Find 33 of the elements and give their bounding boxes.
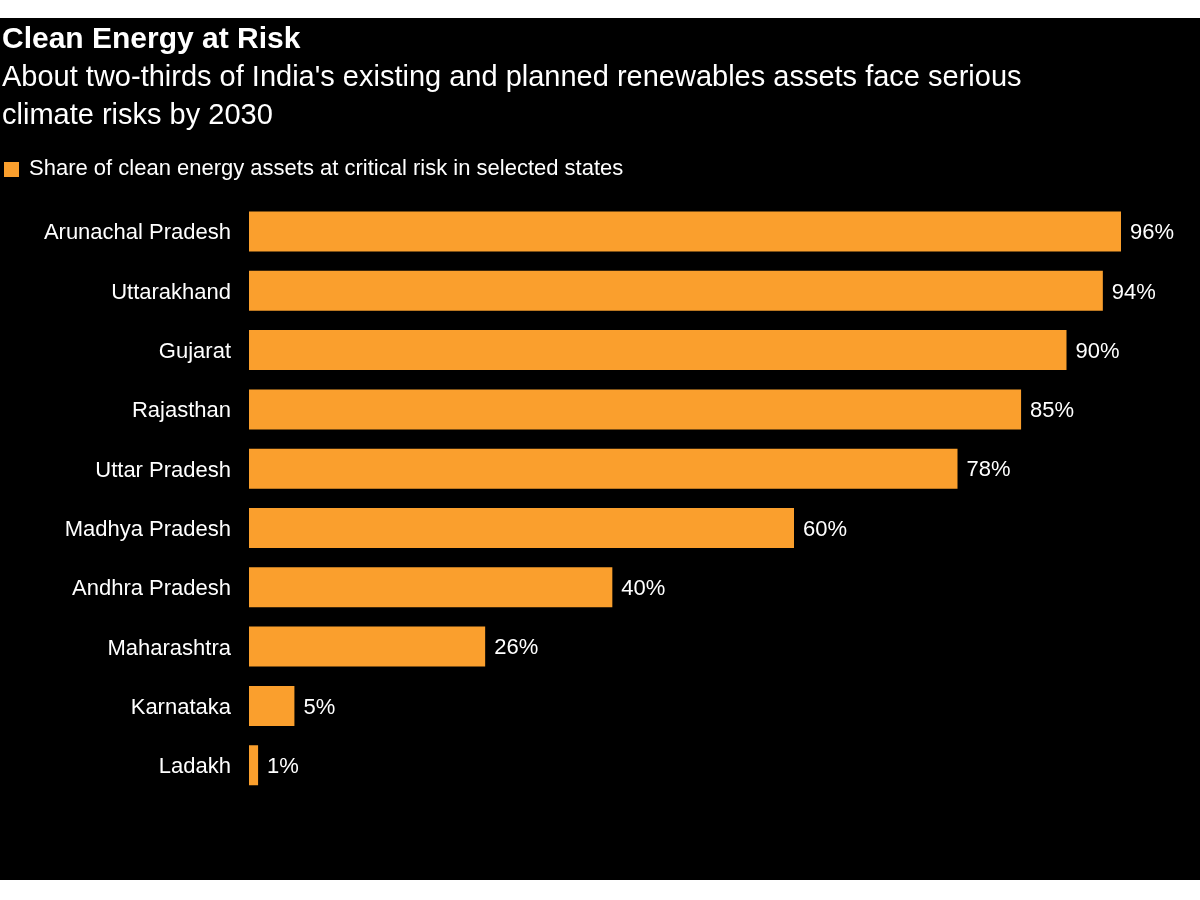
bar [249, 745, 259, 786]
y-tick-label: Arunachal Pradesh [43, 219, 231, 245]
y-tick-label: Madhya Pradesh [64, 515, 231, 541]
y-tick-label: Rajasthan [131, 397, 231, 423]
data-label: 40% [621, 575, 666, 601]
bar [249, 211, 1121, 252]
y-tick-label: Uttar Pradesh [95, 456, 231, 482]
data-label: 96% [1130, 219, 1175, 245]
y-tick-label: Uttarakhand [111, 278, 231, 304]
y-tick-label: Andhra Pradesh [72, 575, 231, 601]
bar [249, 567, 613, 608]
data-label: 90% [1075, 337, 1120, 363]
bar [249, 507, 794, 548]
bar [249, 685, 295, 726]
data-label: 1% [267, 753, 299, 778]
chart-title: Clean Energy at Risk [2, 21, 301, 55]
data-label: 60% [803, 515, 848, 541]
bar [249, 330, 1067, 371]
bar [249, 270, 1103, 311]
chart-subtitle: About two-thirds of India's existing and planned renewables assets face serious climate risks by 2030 [2, 59, 1023, 132]
data-label: 5% [303, 693, 336, 719]
data-label: 94% [1111, 278, 1156, 304]
bar [249, 448, 958, 489]
bar [249, 626, 486, 667]
data-label: 78% [966, 456, 1011, 482]
bar [249, 389, 1022, 430]
y-tick-label: Karnataka [130, 693, 232, 719]
data-label: 26% [494, 634, 539, 660]
legend-label: Share of clean energy assets at critical risk in selected states [29, 155, 624, 180]
y-tick-label: Ladakh [158, 753, 231, 779]
y-tick-label: Gujarat [158, 338, 231, 364]
data-label: 85% [1030, 397, 1075, 423]
y-tick-label: Maharashtra [107, 634, 232, 660]
